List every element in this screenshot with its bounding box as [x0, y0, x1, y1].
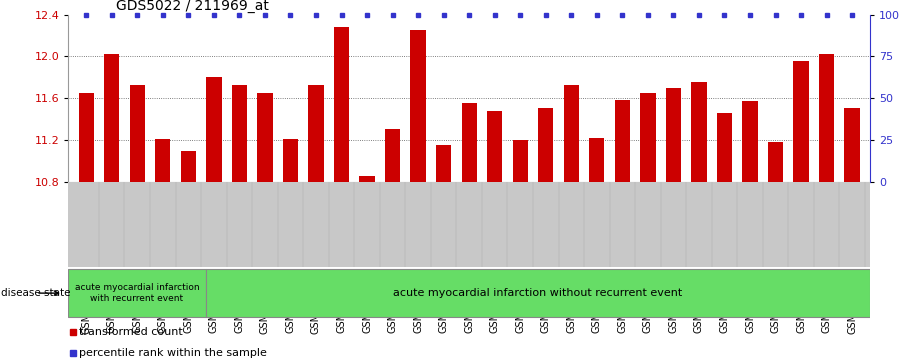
- Bar: [691, 82, 707, 182]
- Bar: [282, 139, 298, 182]
- Bar: [206, 77, 221, 182]
- Bar: [793, 61, 809, 182]
- Bar: [538, 109, 553, 182]
- Bar: [844, 109, 860, 182]
- Bar: [411, 30, 425, 181]
- Text: transformed count: transformed count: [79, 327, 183, 337]
- Text: percentile rank within the sample: percentile rank within the sample: [79, 348, 267, 358]
- Text: acute myocardial infarction without recurrent event: acute myocardial infarction without recu…: [394, 288, 682, 298]
- Bar: [231, 85, 247, 182]
- Bar: [768, 142, 783, 182]
- Bar: [385, 129, 400, 182]
- Bar: [615, 100, 630, 182]
- Bar: [436, 145, 451, 182]
- Bar: [513, 140, 527, 182]
- Bar: [308, 85, 323, 182]
- Bar: [717, 113, 732, 182]
- Text: GDS5022 / 211969_at: GDS5022 / 211969_at: [117, 0, 270, 13]
- Bar: [78, 93, 94, 182]
- Bar: [666, 87, 681, 182]
- Bar: [359, 176, 374, 182]
- Bar: [640, 93, 656, 182]
- FancyBboxPatch shape: [68, 269, 206, 317]
- Bar: [129, 85, 145, 182]
- Bar: [742, 101, 758, 182]
- Bar: [564, 85, 579, 182]
- Bar: [104, 54, 119, 182]
- Bar: [487, 111, 502, 182]
- Bar: [180, 151, 196, 182]
- Bar: [155, 139, 170, 182]
- Text: disease state: disease state: [2, 288, 71, 298]
- Bar: [462, 103, 476, 182]
- Bar: [819, 54, 834, 182]
- FancyBboxPatch shape: [206, 269, 870, 317]
- Bar: [333, 27, 349, 182]
- Text: acute myocardial infarction
with recurrent event: acute myocardial infarction with recurre…: [75, 283, 200, 303]
- Bar: [257, 93, 272, 182]
- Bar: [589, 138, 605, 182]
